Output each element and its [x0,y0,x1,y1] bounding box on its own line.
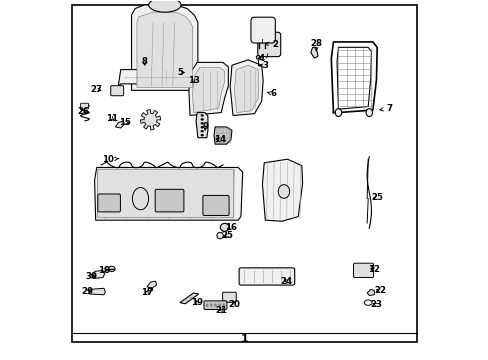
Polygon shape [262,159,302,221]
Text: 2: 2 [265,40,277,49]
Text: 25: 25 [370,193,382,202]
Ellipse shape [201,123,203,124]
Text: 30: 30 [85,271,97,280]
Polygon shape [310,47,317,58]
FancyBboxPatch shape [257,32,280,57]
FancyBboxPatch shape [81,103,88,109]
Ellipse shape [201,131,203,132]
Polygon shape [196,113,207,138]
FancyBboxPatch shape [353,263,373,278]
FancyBboxPatch shape [97,169,233,218]
Text: 23: 23 [370,300,382,309]
FancyBboxPatch shape [239,268,294,285]
Ellipse shape [278,185,289,198]
Polygon shape [234,65,258,113]
FancyBboxPatch shape [203,195,228,216]
FancyBboxPatch shape [203,301,226,310]
FancyBboxPatch shape [222,292,236,302]
Text: 26: 26 [78,107,90,116]
Polygon shape [93,270,104,278]
Text: 11: 11 [105,114,118,123]
Polygon shape [214,127,231,144]
Text: 19: 19 [191,298,203,307]
Ellipse shape [220,224,229,231]
Text: 21: 21 [215,306,227,315]
Polygon shape [94,167,242,220]
Polygon shape [147,281,156,288]
Polygon shape [131,5,198,90]
Text: 4: 4 [258,54,264,63]
Ellipse shape [108,266,115,272]
Polygon shape [115,121,124,128]
Polygon shape [192,67,224,113]
Text: 25: 25 [221,231,233,240]
Text: 14: 14 [214,135,226,144]
Polygon shape [118,69,198,86]
FancyBboxPatch shape [155,189,183,212]
Ellipse shape [223,304,224,306]
Ellipse shape [206,304,207,306]
Polygon shape [137,12,192,87]
Text: 9: 9 [202,122,207,131]
Ellipse shape [148,0,181,12]
Ellipse shape [219,304,220,306]
Ellipse shape [210,304,212,306]
Text: 1: 1 [240,334,248,344]
Polygon shape [89,288,105,295]
Text: 10: 10 [102,155,119,164]
Polygon shape [230,60,263,116]
Text: 17: 17 [141,288,153,297]
FancyBboxPatch shape [110,86,123,96]
Ellipse shape [256,55,260,59]
Ellipse shape [132,188,148,210]
Text: 13: 13 [187,76,199,85]
Ellipse shape [201,119,203,120]
Ellipse shape [335,109,341,117]
Text: 29: 29 [81,287,93,296]
Ellipse shape [201,127,203,128]
Text: 6: 6 [267,89,276,98]
Text: 16: 16 [224,223,236,232]
Ellipse shape [201,115,203,116]
Ellipse shape [201,135,203,136]
Text: 27: 27 [90,85,102,94]
Text: 5: 5 [177,68,184,77]
Ellipse shape [217,232,223,239]
Text: 24: 24 [280,276,292,285]
Ellipse shape [366,109,372,117]
Text: 22: 22 [373,286,385,295]
Text: 20: 20 [228,300,240,309]
Polygon shape [140,110,160,130]
Text: 18: 18 [98,266,110,275]
FancyBboxPatch shape [98,194,120,212]
Text: 12: 12 [367,265,380,274]
Text: 8: 8 [141,57,147,66]
Polygon shape [366,289,373,296]
Polygon shape [188,62,228,116]
FancyBboxPatch shape [250,17,275,43]
Text: 28: 28 [309,39,322,51]
Text: 15: 15 [119,118,131,127]
Text: 3: 3 [259,61,268,70]
Ellipse shape [214,304,216,306]
Polygon shape [180,293,198,304]
Text: 7: 7 [379,104,392,113]
